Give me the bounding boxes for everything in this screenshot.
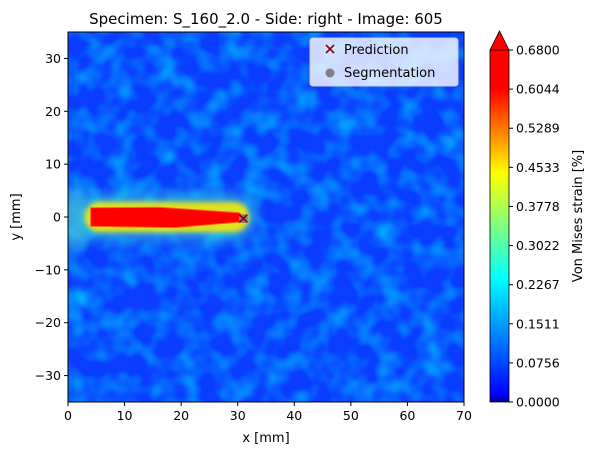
colorbar-tick-label: 0.6044 [516,82,560,97]
colorbar-tick-label: 0.5289 [516,121,560,136]
y-tick-label: −20 [35,315,61,330]
colorbar-tick-label: 0.6800 [516,43,560,58]
x-tick-label: 40 [286,408,302,423]
segmentation-marker-icon [325,68,335,78]
colorbar-tick-label: 0.4533 [516,160,560,175]
y-tick-label: 20 [45,104,61,119]
prediction-marker-icon [325,44,335,54]
y-tick-label: 30 [45,51,61,66]
colorbar-tick-label: 0.0756 [516,355,560,370]
legend-entry-segmentation: Segmentation [325,66,435,81]
colorbar-frame [489,50,510,403]
legend-label-segmentation: Segmentation [344,66,435,81]
prediction-marker [238,214,248,224]
colorbar-tick-label: 0.3778 [516,199,560,214]
colorbar-tick-label: 0.2267 [516,277,560,292]
x-tick-label: 10 [117,408,133,423]
heatmap-field [68,32,464,402]
chart-title: Specimen: S_160_2.0 - Side: right - Imag… [89,10,443,29]
colorbar-label: Von Mises strain [%] [571,150,586,282]
y-tick-label: 10 [45,157,61,172]
x-tick-label: 60 [399,408,415,423]
x-axis-ticks: 0 10 20 30 40 50 60 70 [64,402,472,423]
markers [238,214,248,224]
colorbar-tick-label: 0.3022 [516,238,560,253]
y-tick-label: 0 [53,210,61,225]
colorbar: 0.0000 0.0756 0.1511 0.2267 0.3022 0.3778 0.45… [489,30,586,410]
y-tick-label: −10 [35,262,61,277]
colorbar-extend-arrow [489,30,510,51]
legend-box [309,37,459,87]
x-tick-label: 0 [64,408,72,423]
colorbar-tick-label: 0.1511 [516,316,560,331]
legend-label-prediction: Prediction [344,43,409,58]
legend-entry-prediction: Prediction [325,43,409,58]
legend: Prediction Segmentation [309,37,459,87]
x-tick-label: 30 [230,408,246,423]
y-axis-label: y [mm] [9,193,24,240]
x-tick-label: 20 [173,408,189,423]
x-tick-label: 50 [343,408,359,423]
y-axis-ticks: −30 −20 −10 0 10 20 30 [35,51,68,383]
colorbar-tick-label: 0.0000 [516,395,560,410]
colorbar-ticks: 0.0000 0.0756 0.1511 0.2267 0.3022 0.3778 0.45… [509,43,560,410]
x-tick-label: 70 [456,408,472,423]
colorbar-gradient [490,50,509,402]
y-tick-label: −30 [35,368,61,383]
x-axis-label: x [mm] [242,431,289,446]
